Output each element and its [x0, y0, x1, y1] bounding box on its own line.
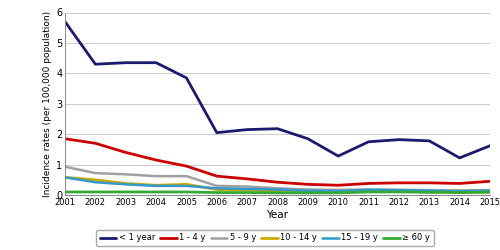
10 - 14 y [122, 182, 128, 185]
10 - 14 y [426, 190, 432, 194]
≥ 60 y [335, 191, 341, 194]
≥ 60 y [214, 191, 220, 194]
10 - 14 y [184, 183, 190, 186]
< 1 year [396, 138, 402, 141]
5 - 9 y [62, 165, 68, 168]
< 1 year [335, 154, 341, 158]
< 1 year [274, 127, 280, 130]
15 - 19 y [396, 189, 402, 192]
1 - 4 y [122, 151, 128, 154]
5 - 9 y [335, 188, 341, 191]
1 - 4 y [92, 142, 98, 145]
10 - 14 y [366, 190, 372, 193]
≥ 60 y [456, 191, 462, 194]
Line: 5 - 9 y: 5 - 9 y [65, 167, 490, 190]
15 - 19 y [214, 187, 220, 190]
1 - 4 y [487, 180, 493, 183]
Line: 10 - 14 y: 10 - 14 y [65, 177, 490, 192]
15 - 19 y [335, 190, 341, 192]
≥ 60 y [122, 190, 128, 194]
10 - 14 y [62, 176, 68, 179]
1 - 4 y [305, 183, 311, 186]
10 - 14 y [274, 190, 280, 192]
≥ 60 y [305, 191, 311, 194]
10 - 14 y [305, 190, 311, 194]
≥ 60 y [92, 190, 98, 194]
10 - 14 y [153, 184, 159, 187]
< 1 year [487, 144, 493, 147]
15 - 19 y [305, 189, 311, 192]
Legend: < 1 year, 1 - 4 y, 5 - 9 y, 10 - 14 y, 15 - 19 y, ≥ 60 y: < 1 year, 1 - 4 y, 5 - 9 y, 10 - 14 y, 1… [96, 230, 433, 246]
≥ 60 y [274, 191, 280, 194]
15 - 19 y [92, 181, 98, 184]
15 - 19 y [487, 189, 493, 192]
1 - 4 y [153, 158, 159, 162]
1 - 4 y [62, 137, 68, 140]
15 - 19 y [62, 176, 68, 179]
Line: 15 - 19 y: 15 - 19 y [65, 177, 490, 191]
5 - 9 y [244, 185, 250, 188]
1 - 4 y [396, 181, 402, 184]
15 - 19 y [426, 189, 432, 192]
10 - 14 y [335, 190, 341, 194]
< 1 year [92, 63, 98, 66]
15 - 19 y [184, 184, 190, 188]
5 - 9 y [366, 188, 372, 191]
< 1 year [214, 131, 220, 134]
5 - 9 y [92, 172, 98, 174]
< 1 year [456, 156, 462, 160]
< 1 year [366, 140, 372, 143]
< 1 year [184, 76, 190, 80]
Line: ≥ 60 y: ≥ 60 y [65, 192, 490, 193]
≥ 60 y [426, 191, 432, 194]
15 - 19 y [366, 188, 372, 191]
15 - 19 y [153, 184, 159, 188]
< 1 year [62, 20, 68, 23]
5 - 9 y [214, 184, 220, 188]
≥ 60 y [366, 190, 372, 194]
< 1 year [244, 128, 250, 131]
5 - 9 y [396, 188, 402, 191]
10 - 14 y [92, 178, 98, 181]
1 - 4 y [335, 184, 341, 187]
10 - 14 y [214, 188, 220, 191]
1 - 4 y [366, 182, 372, 185]
15 - 19 y [122, 183, 128, 186]
5 - 9 y [122, 173, 128, 176]
≥ 60 y [184, 190, 190, 194]
10 - 14 y [396, 190, 402, 192]
< 1 year [305, 137, 311, 140]
5 - 9 y [274, 187, 280, 190]
≥ 60 y [244, 191, 250, 194]
1 - 4 y [244, 178, 250, 180]
< 1 year [426, 139, 432, 142]
≥ 60 y [153, 190, 159, 194]
5 - 9 y [487, 189, 493, 192]
5 - 9 y [456, 189, 462, 192]
Y-axis label: Incidence rates (per 100,000 population): Incidence rates (per 100,000 population) [43, 11, 52, 197]
X-axis label: Year: Year [266, 210, 288, 220]
15 - 19 y [274, 188, 280, 191]
≥ 60 y [396, 190, 402, 194]
1 - 4 y [184, 164, 190, 168]
≥ 60 y [487, 191, 493, 194]
Line: < 1 year: < 1 year [65, 22, 490, 158]
5 - 9 y [305, 188, 311, 191]
< 1 year [122, 61, 128, 64]
1 - 4 y [214, 175, 220, 178]
5 - 9 y [153, 175, 159, 178]
< 1 year [153, 61, 159, 64]
1 - 4 y [426, 181, 432, 184]
1 - 4 y [456, 182, 462, 185]
10 - 14 y [244, 189, 250, 192]
10 - 14 y [456, 191, 462, 194]
5 - 9 y [426, 189, 432, 192]
1 - 4 y [274, 181, 280, 184]
10 - 14 y [487, 190, 493, 194]
≥ 60 y [62, 190, 68, 194]
Line: 1 - 4 y: 1 - 4 y [65, 139, 490, 185]
15 - 19 y [244, 188, 250, 190]
5 - 9 y [184, 175, 190, 178]
15 - 19 y [456, 190, 462, 193]
